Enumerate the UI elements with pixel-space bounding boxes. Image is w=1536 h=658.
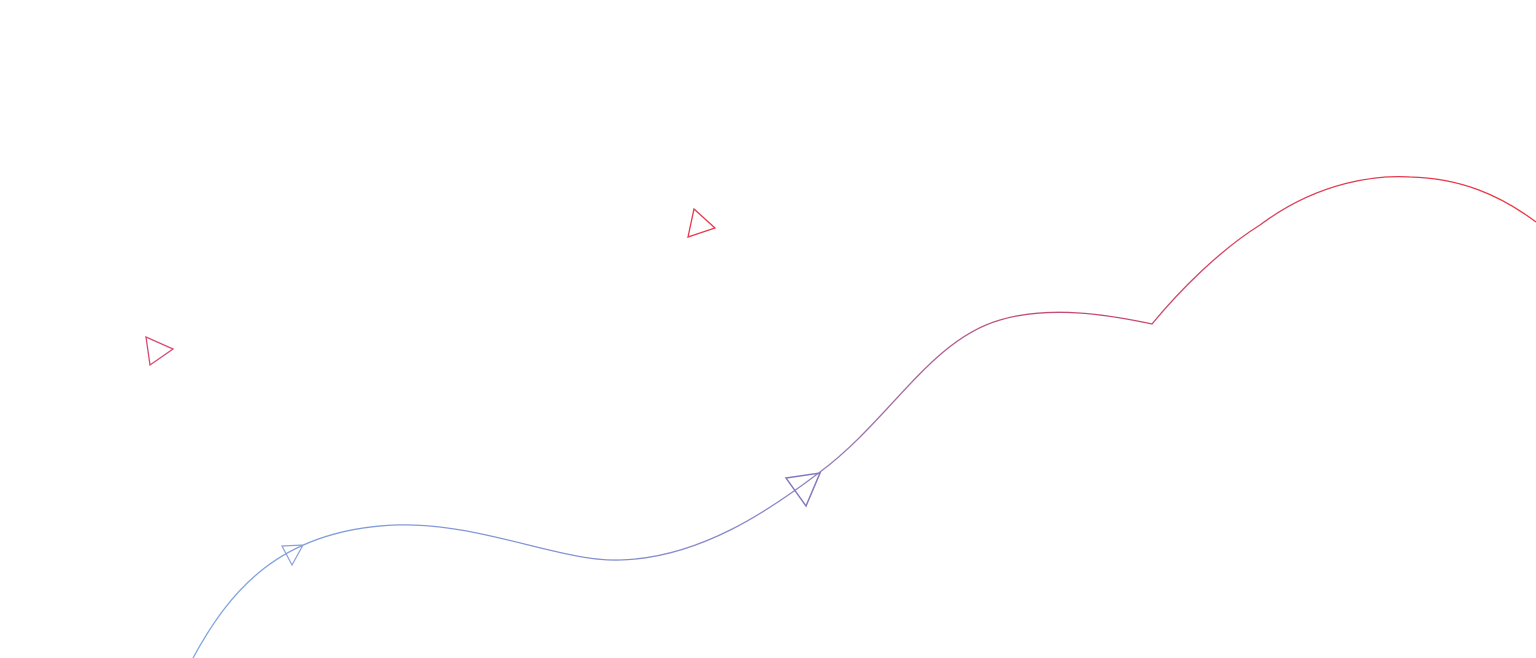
arrow-marker bbox=[784, 472, 822, 508]
arrow-marker bbox=[281, 544, 305, 567]
flow-line bbox=[192, 176, 1536, 658]
arrow-marker bbox=[145, 335, 175, 367]
arrow-marker bbox=[687, 207, 717, 238]
